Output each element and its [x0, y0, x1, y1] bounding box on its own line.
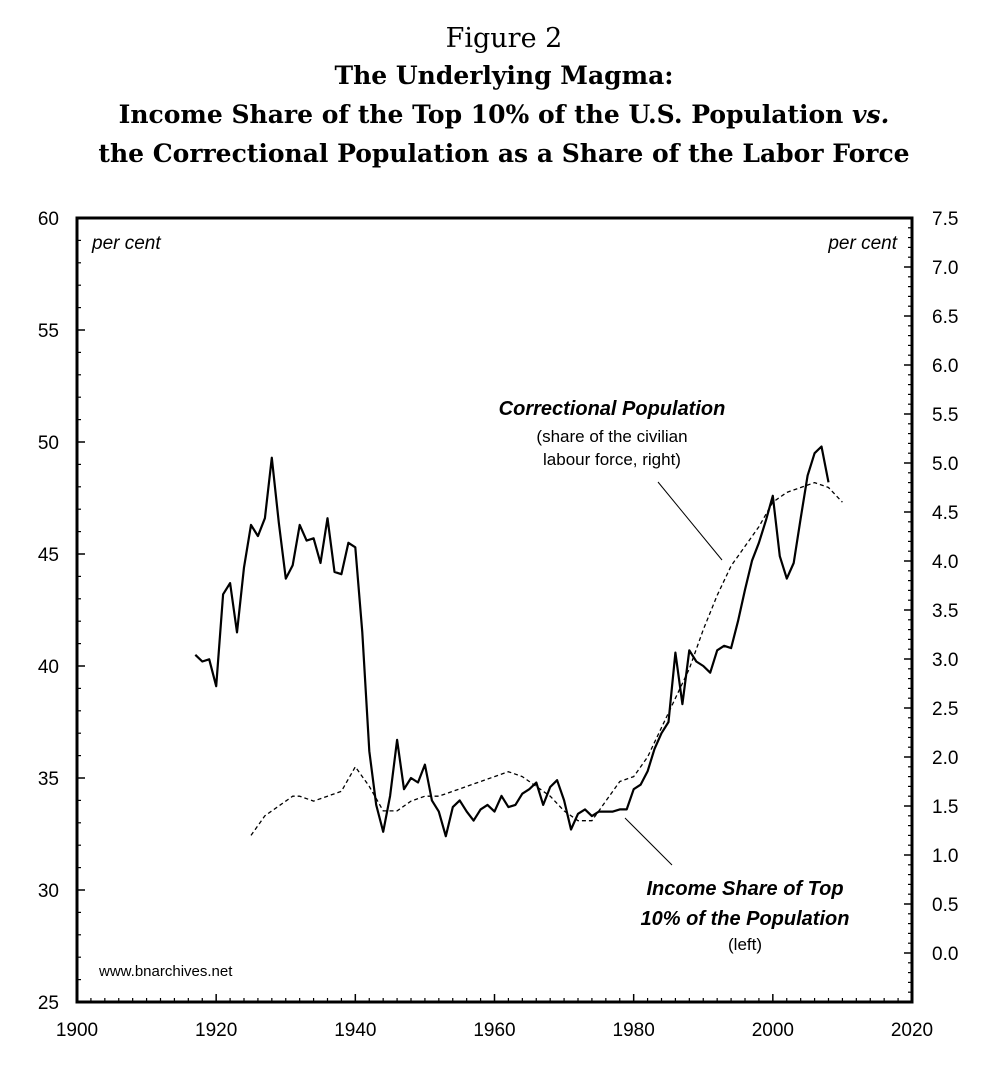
income-share-line [194, 445, 830, 838]
right-axis-tick-label: 3.5 [932, 601, 958, 622]
right-axis-tick-label: 2.0 [932, 748, 958, 769]
figure-label: Figure 2 [445, 23, 563, 54]
axes: 25 30 35 40 45 50 55 60 0.0 0.5 1.0 1.5 2.0 2.5 3.0 3.5… [38, 209, 959, 1041]
right-axis-tick-label: 3.0 [932, 650, 958, 671]
income-series-label-2: 10% of the Population [641, 908, 850, 930]
series-layer [194, 445, 843, 838]
x-axis-tick-label: 1920 [195, 1020, 237, 1041]
figure-titles: Figure 2 The Underlying Magma: Income Sh… [0, 22, 1008, 173]
right-axis-tick-label: 2.5 [932, 699, 958, 720]
right-axis-tick-label: 1.0 [932, 846, 958, 867]
x-axis-tick-label: 1960 [473, 1020, 515, 1041]
x-axis-tick-label: 1900 [56, 1020, 98, 1041]
left-axis-tick-label: 35 [38, 769, 59, 790]
right-axis-tick-label: 0.5 [932, 895, 958, 916]
correctional-population-line [250, 481, 843, 836]
watermark: www.bnarchives.net [98, 963, 233, 980]
correctional-series-sublabel-2: labour force, right) [543, 450, 681, 469]
chart-title-vs: vs. [852, 100, 890, 129]
left-axis-tick-label: 50 [38, 433, 59, 454]
left-axis-tick-label: 60 [38, 209, 59, 230]
left-axis-unit-label: per cent [91, 233, 161, 254]
x-axis-tick-label: 1980 [613, 1020, 655, 1041]
x-axis-tick-label: 2000 [752, 1020, 794, 1041]
right-axis-tick-label: 0.0 [932, 944, 958, 965]
income-series-label-1: Income Share of Top [646, 878, 843, 900]
left-axis-tick-label: 55 [38, 321, 59, 342]
correctional-series-sublabel-1: (share of the civilian [536, 427, 687, 446]
right-axis-tick-label: 6.5 [932, 307, 958, 328]
right-axis-tick-label: 4.5 [932, 503, 958, 524]
income-series-sublabel: (left) [728, 935, 762, 954]
chart-title-line-3: the Correctional Population as a Share o… [98, 139, 910, 168]
right-axis-unit-label: per cent [827, 233, 897, 254]
chart-title-line-2: Income Share of the Top 10% of the U.S. … [0, 95, 1008, 134]
right-axis-tick-label: 5.5 [932, 405, 958, 426]
right-axis-tick-label: 7.5 [932, 209, 958, 230]
left-axis-tick-label: 45 [38, 545, 59, 566]
right-axis-tick-label: 7.0 [932, 258, 958, 279]
left-axis-tick-label: 40 [38, 657, 59, 678]
x-axis-tick-label: 1940 [334, 1020, 376, 1041]
income-leader-line [624, 817, 673, 866]
right-axis-tick-label: 4.0 [932, 552, 958, 573]
chart-title-line-2-text: Income Share of the Top 10% of the U.S. … [118, 100, 853, 129]
right-axis-tick-label: 1.5 [932, 797, 958, 818]
left-axis-tick-label: 25 [38, 993, 59, 1014]
correctional-series-label: Correctional Population [499, 398, 726, 420]
left-axis-tick-label: 30 [38, 881, 59, 902]
x-axis-tick-label: 2020 [891, 1020, 933, 1041]
right-axis-tick-label: 6.0 [932, 356, 958, 377]
correctional-leader-line [657, 481, 723, 561]
right-axis-tick-label: 5.0 [932, 454, 958, 475]
chart-title-line-1: The Underlying Magma: [334, 61, 674, 90]
